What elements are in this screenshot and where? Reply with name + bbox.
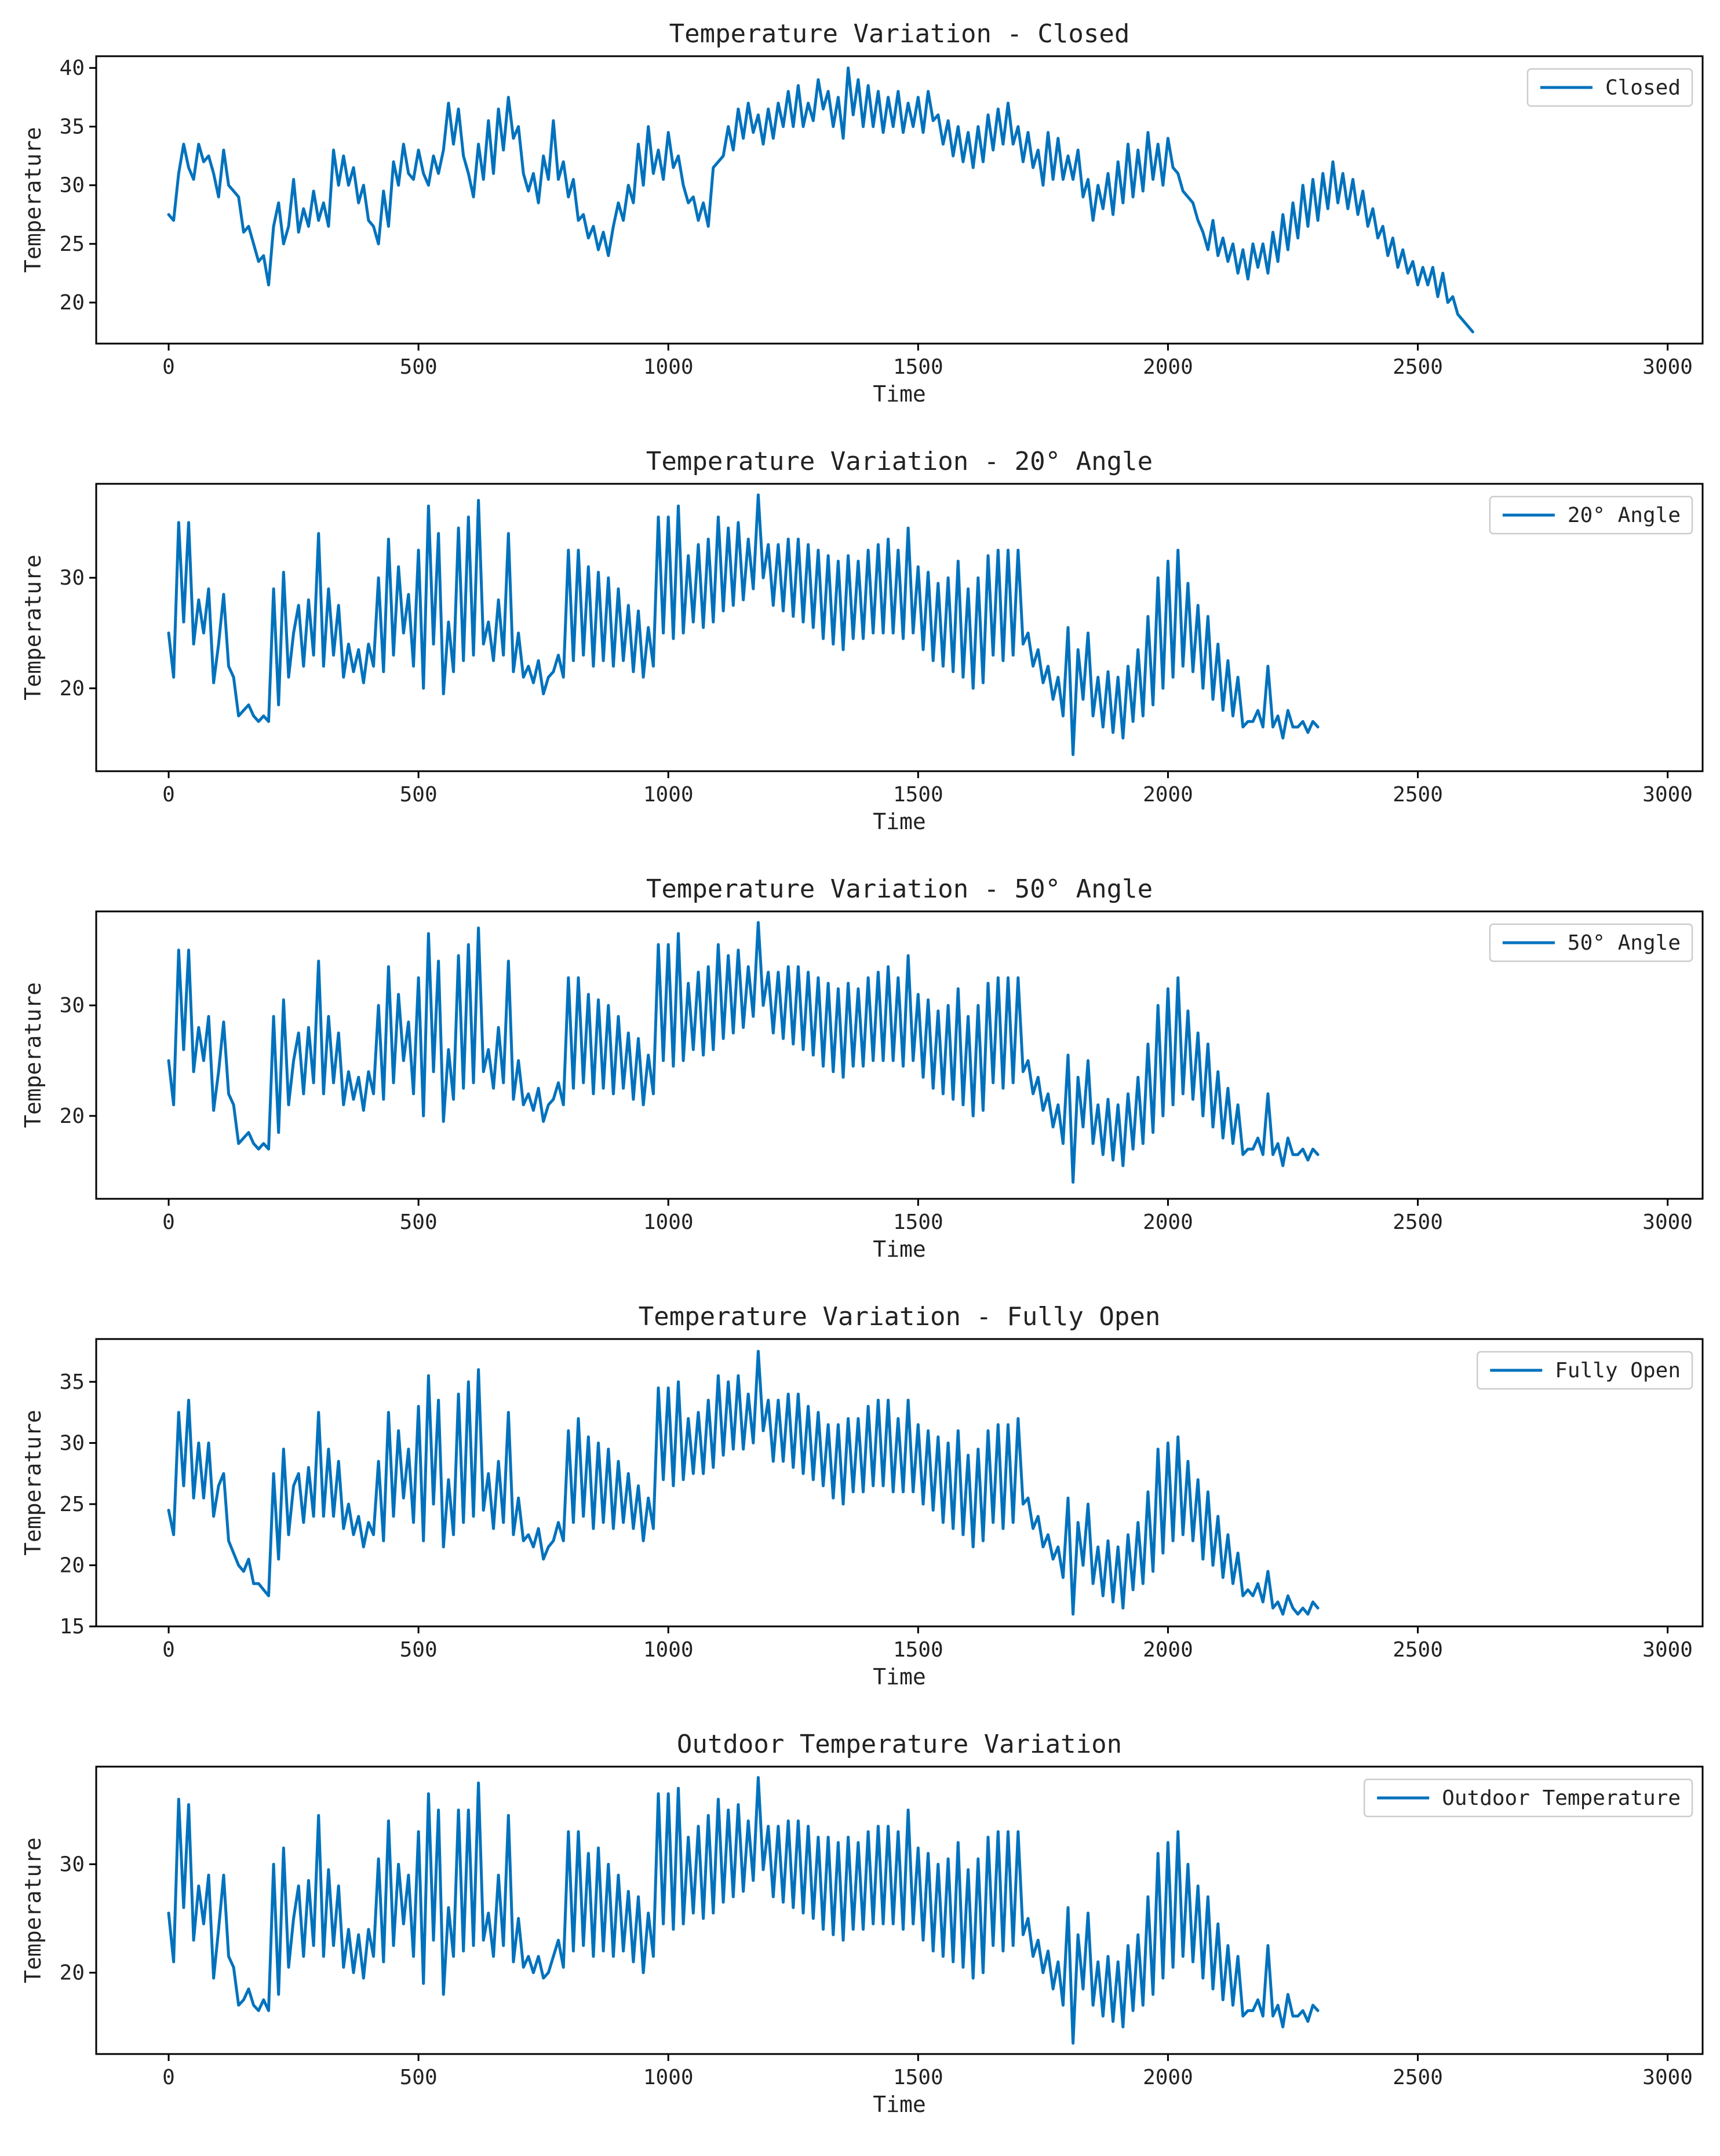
chart-title: Temperature Variation - 20° Angle: [646, 447, 1153, 476]
x-tick-label: 3000: [1642, 1210, 1693, 1234]
x-axis-label: Time: [873, 2092, 926, 2117]
legend-label: Fully Open: [1555, 1359, 1681, 1382]
legend: Fully Open: [1477, 1351, 1693, 1390]
legend: Closed: [1526, 68, 1693, 107]
x-tick-label: 2500: [1393, 783, 1443, 807]
x-tick-label: 2000: [1143, 1210, 1193, 1234]
x-tick-label: 1500: [893, 1210, 943, 1234]
y-tick-label: 25: [60, 232, 85, 256]
x-tick-label: 0: [162, 783, 175, 807]
series-line-1: [167, 1349, 1320, 1616]
y-tick-label: 40: [60, 56, 85, 80]
x-tick-label: 2000: [1143, 355, 1193, 379]
y-tick-label: 30: [60, 1431, 85, 1455]
x-axis-label: Time: [873, 381, 926, 407]
series-line-1: [167, 493, 1320, 756]
axes-frame: [95, 1765, 1704, 2055]
x-tick-label: 2500: [1393, 2066, 1443, 2089]
axes-frame: [95, 55, 1704, 345]
chart-panel-1: Temperature Variation - Closed 0 500 1000 15…: [20, 19, 1704, 407]
x-tick-label: 1500: [893, 2066, 943, 2089]
chart-panel-4: Temperature Variation - Fully Open 0 500 10…: [20, 1302, 1704, 1690]
y-axis-label: Temperature: [20, 982, 46, 1128]
legend-box: [1489, 495, 1693, 535]
chart-panel-2: Temperature Variation - 20° Angle 0 500 100…: [20, 447, 1704, 834]
legend: 20° Angle: [1489, 495, 1693, 535]
axes-frame: [95, 1338, 1704, 1628]
x-axis-label: Time: [873, 1664, 926, 1690]
axes-frame: [95, 483, 1704, 772]
x-tick-label: 500: [400, 783, 438, 807]
chart-title: Temperature Variation - Closed: [669, 19, 1130, 49]
x-tick-label: 1000: [643, 1638, 694, 1662]
x-axis-label: Time: [873, 809, 926, 834]
chart-panel-3: Temperature Variation - 50° Angle 0 500 100…: [20, 874, 1704, 1262]
x-tick-label: 0: [162, 355, 175, 379]
x-tick-label: 1000: [643, 2066, 694, 2089]
x-axis-label: Time: [873, 1236, 926, 1262]
x-tick-label: 1500: [893, 1638, 943, 1662]
y-tick-label: 35: [60, 1370, 85, 1394]
y-tick-label: 20: [60, 677, 85, 701]
x-tick-label: 2500: [1393, 1638, 1443, 1662]
y-axis-label: Temperature: [20, 127, 46, 273]
x-tick-label: 500: [400, 2066, 438, 2089]
x-tick-label: 0: [162, 1638, 175, 1662]
legend-box: [1477, 1351, 1693, 1390]
axes-frame: [95, 910, 1704, 1200]
y-tick-label: 20: [60, 291, 85, 315]
y-tick-label: 30: [60, 1852, 85, 1876]
x-tick-label: 1000: [643, 355, 694, 379]
y-tick-label: 30: [60, 566, 85, 590]
x-tick-label: 0: [162, 1210, 175, 1234]
x-tick-label: 3000: [1642, 1638, 1693, 1662]
y-axis-label: Temperature: [20, 554, 46, 701]
y-tick-label: 20: [60, 1104, 85, 1128]
legend-box: [1363, 1778, 1693, 1818]
y-tick-label: 30: [60, 994, 85, 1017]
y-tick-label: 20: [60, 1961, 85, 1985]
series-line-1: [167, 921, 1320, 1184]
y-tick-label: 35: [60, 115, 85, 138]
legend-box: [1526, 68, 1693, 107]
series-line-1: [167, 66, 1474, 334]
legend-label: Closed: [1605, 76, 1681, 100]
x-tick-label: 3000: [1642, 355, 1693, 379]
x-tick-label: 1000: [643, 783, 694, 807]
legend-box: [1489, 923, 1693, 962]
y-tick-label: 30: [60, 174, 85, 198]
x-tick-label: 3000: [1642, 783, 1693, 807]
x-tick-label: 500: [400, 1210, 438, 1234]
y-tick-label: 15: [60, 1615, 85, 1639]
legend: 50° Angle: [1489, 923, 1693, 962]
x-tick-label: 500: [400, 355, 438, 379]
legend: Outdoor Temperature: [1363, 1778, 1693, 1818]
x-tick-label: 2000: [1143, 1638, 1193, 1662]
x-tick-label: 0: [162, 2066, 175, 2089]
x-tick-label: 2500: [1393, 1210, 1443, 1234]
legend-label: 50° Angle: [1568, 931, 1681, 955]
chart-title: Temperature Variation - Fully Open: [639, 1302, 1161, 1331]
chart-title: Temperature Variation - 50° Angle: [646, 874, 1153, 904]
legend-label: Outdoor Temperature: [1442, 1786, 1681, 1810]
series-line-1: [167, 1776, 1320, 2045]
x-tick-label: 1500: [893, 783, 943, 807]
x-tick-label: 1000: [643, 1210, 694, 1234]
x-tick-label: 500: [400, 1638, 438, 1662]
x-tick-label: 2000: [1143, 783, 1193, 807]
y-tick-label: 20: [60, 1553, 85, 1577]
chart-panel-5: Outdoor Temperature Variation 0 500 1000 150…: [20, 1730, 1704, 2117]
x-tick-label: 2500: [1393, 355, 1443, 379]
y-axis-label: Temperature: [20, 1837, 46, 1983]
y-tick-label: 25: [60, 1493, 85, 1516]
x-tick-label: 3000: [1642, 2066, 1693, 2089]
x-tick-label: 1500: [893, 355, 943, 379]
chart-title: Outdoor Temperature Variation: [677, 1730, 1122, 1759]
legend-label: 20° Angle: [1568, 504, 1681, 527]
y-axis-label: Temperature: [20, 1410, 46, 1556]
x-tick-label: 2000: [1143, 2066, 1193, 2089]
